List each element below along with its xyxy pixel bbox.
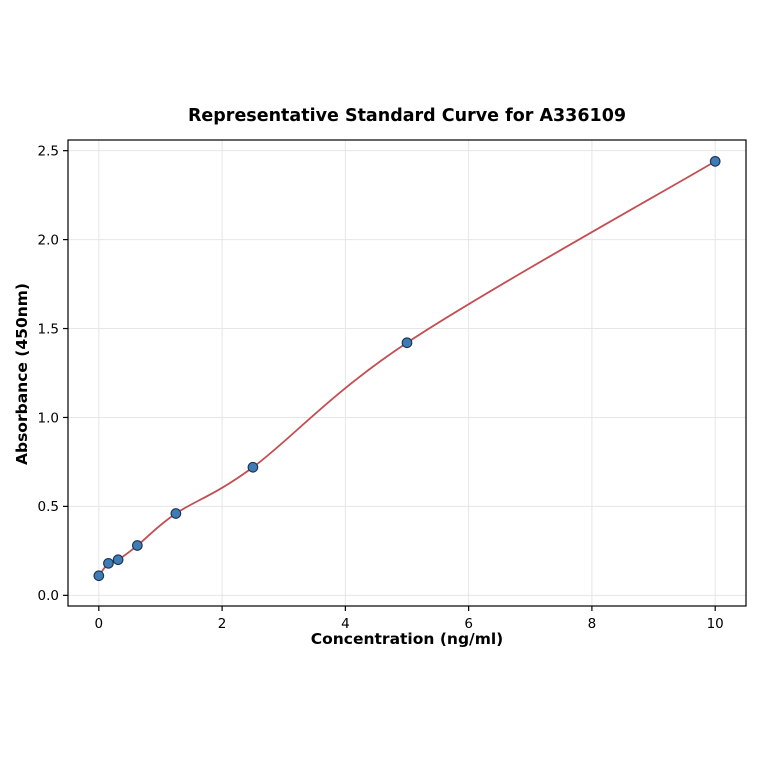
axes-frame [67,139,747,607]
chart-title: Representative Standard Curve for A33610… [187,106,627,126]
x-tick-label: 0 [95,616,104,632]
data-point [170,508,182,519]
data-point [131,540,143,551]
data-point [103,557,114,569]
x-tick-label: 4 [341,616,350,632]
data-point [112,554,124,566]
x-axis-label: Concentration (ng/ml) [310,630,504,648]
data-point [401,337,413,349]
x-tick-label: 6 [464,616,473,632]
fit-curve [98,160,716,577]
data-point [247,461,259,473]
y-tick-label: 0.0 [38,588,59,604]
y-tick-label: 1.5 [38,321,59,337]
x-tick-label: 10 [707,616,724,632]
x-tick-label: 2 [218,616,227,632]
data-point [709,155,721,167]
y-tick-label: 0.5 [38,499,59,515]
data-point [93,570,105,582]
y-tick-label: 2.0 [38,232,59,248]
x-tick-label: 8 [588,616,597,632]
y-tick-label: 1.0 [38,410,59,426]
y-tick-label: 2.5 [38,143,59,159]
